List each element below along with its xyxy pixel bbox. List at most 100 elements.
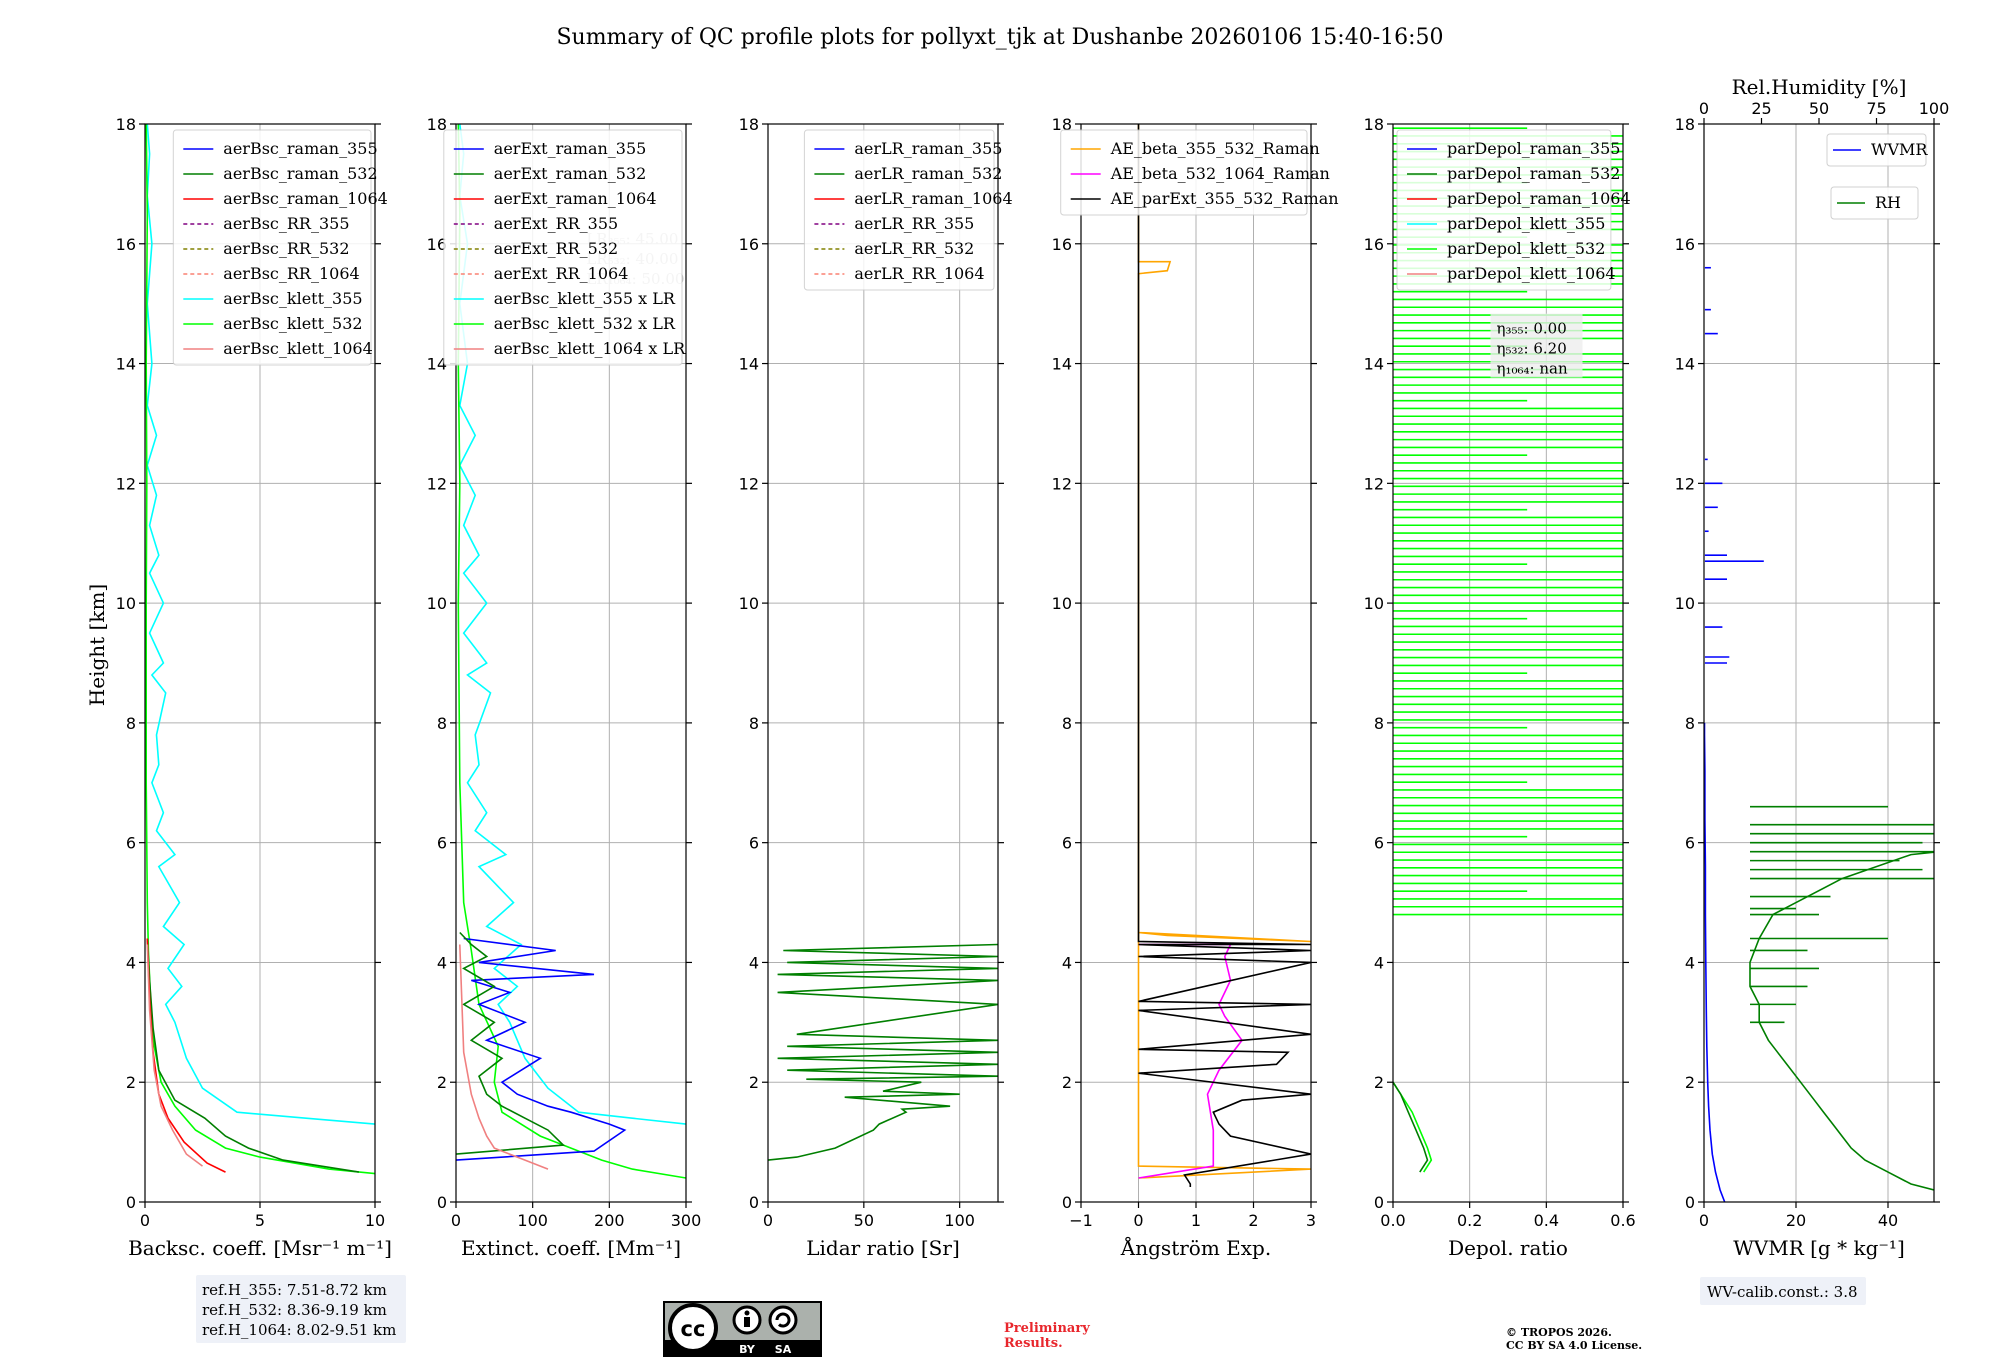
y-tick-label: 10 <box>116 594 136 613</box>
y-tick-label: 14 <box>739 355 759 374</box>
y-tick-label: 0 <box>437 1193 447 1212</box>
y-tick-label: 0 <box>1374 1193 1384 1212</box>
figure-title: Summary of QC profile plots for pollyxt_… <box>556 25 1443 50</box>
legend-label: parDepol_klett_532 <box>1447 239 1605 258</box>
legend-label: aerBsc_klett_1064 <box>223 339 372 358</box>
series-aerExt_raman_532 <box>456 931 566 1155</box>
axes-frame <box>1392 123 1624 1203</box>
legend-label: aerBsc_klett_532 x LR <box>494 314 676 333</box>
y-tick-label: 8 <box>1685 714 1695 733</box>
y-tick-label: 4 <box>1685 953 1695 972</box>
plot-area-ext <box>456 124 686 1179</box>
y-tick-label: 0 <box>1685 1193 1695 1212</box>
y-tick-label: 14 <box>1675 355 1695 374</box>
wv-calibration-text: WV-calib.const.: 3.8 <box>1707 1283 1858 1301</box>
plot-area-wv <box>1704 266 1934 1202</box>
legend-label: parDepol_klett_1064 <box>1447 264 1616 283</box>
legend-box <box>172 129 372 366</box>
series-AE_parExt_355_532_Raman <box>1137 124 1311 1187</box>
y-tick-label: 4 <box>126 953 136 972</box>
x-axis-label: Depol. ratio <box>1448 1236 1568 1260</box>
y-tick-label: 0 <box>749 1193 759 1212</box>
copyright-line2: CC BY SA 4.0 License. <box>1506 1339 1642 1352</box>
x-tick-label: 0.6 <box>1610 1211 1635 1230</box>
series-AE_beta_532_1064_Raman <box>1138 943 1243 1179</box>
series-aerBsc_klett_1064 <box>146 944 203 1167</box>
legend-label: aerLR_raman_1064 <box>854 189 1012 208</box>
legend-label: parDepol_klett_355 <box>1447 214 1605 233</box>
x-tick-label: 0 <box>763 1211 773 1230</box>
x-tick-label: 20 <box>1786 1211 1806 1230</box>
y-tick-label: 14 <box>427 355 447 374</box>
y-tick-label: 16 <box>1675 235 1695 254</box>
series-WVMR <box>1704 722 1726 1202</box>
x-tick-label: −1 <box>1069 1211 1093 1230</box>
cc-logo-icon <box>668 1303 718 1353</box>
preliminary-note-line2: Results. <box>1004 1336 1063 1351</box>
x-tick-label: 200 <box>594 1211 625 1230</box>
x-tick-label: 0.2 <box>1457 1211 1482 1230</box>
y-tick-label: 14 <box>1052 355 1072 374</box>
y-tick-label: 6 <box>1062 834 1072 853</box>
y-tick-label: 10 <box>427 594 447 613</box>
top-x-tick-label: 0 <box>1699 99 1709 118</box>
series-parDepol_klett_532 <box>1393 1081 1433 1173</box>
y-tick-label: 12 <box>1364 474 1384 493</box>
series-parDepol_raman_532 <box>1393 1081 1429 1173</box>
y-tick-label: 16 <box>1052 235 1072 254</box>
share-alike-icon <box>768 1305 798 1335</box>
legend-label: aerBsc_klett_532 <box>223 314 362 333</box>
series-aerBsc_klett_355 x LR <box>458 124 686 1125</box>
x-tick-label: 100 <box>944 1211 975 1230</box>
y-tick-label: 2 <box>749 1073 759 1092</box>
series-aerBsc_raman_1064 <box>146 938 226 1173</box>
y-tick-label: 10 <box>1675 594 1695 613</box>
series-aerLR_raman_532 <box>768 943 998 1161</box>
x-axis-label: Extinct. coeff. [Mm⁻¹] <box>461 1236 681 1260</box>
legend-label: parDepol_raman_1064 <box>1447 189 1631 208</box>
plot-area-ae <box>1137 124 1311 1187</box>
y-tick-label: 8 <box>126 714 136 733</box>
series-aerBsc_klett_1064 x LR <box>459 944 549 1170</box>
legend-label: aerExt_raman_355 <box>494 139 647 158</box>
series-RH <box>1749 851 1934 1191</box>
legend-label: aerLR_RR_1064 <box>854 264 984 283</box>
y-tick-label: 2 <box>1685 1073 1695 1092</box>
x-tick-label: 2 <box>1248 1211 1258 1230</box>
legend-label: RH <box>1875 193 1901 212</box>
top-axis-label: Rel.Humidity [%] <box>1732 75 1907 99</box>
x-tick-label: 0 <box>1699 1211 1709 1230</box>
y-tick-label: 4 <box>437 953 447 972</box>
y-tick-label: 18 <box>427 115 447 134</box>
y-tick-label: 2 <box>437 1073 447 1092</box>
legend-box <box>1826 133 1927 167</box>
legend-label: aerBsc_RR_532 <box>223 239 349 258</box>
y-tick-label: 2 <box>1062 1073 1072 1092</box>
legend-label: aerBsc_raman_355 <box>223 139 377 158</box>
legend-label: aerExt_RR_532 <box>494 239 618 258</box>
x-axis-label: Ångström Exp. <box>1120 1235 1271 1260</box>
copyright-line1: © TROPOS 2026. <box>1506 1326 1612 1339</box>
y-tick-label: 6 <box>1685 834 1695 853</box>
y-tick-label: 0 <box>1062 1193 1072 1212</box>
y-tick-label: 18 <box>739 115 759 134</box>
plot-area-bsc <box>145 124 375 1175</box>
top-x-tick-label: 100 <box>1919 99 1950 118</box>
y-tick-label: 18 <box>1675 115 1695 134</box>
x-tick-label: 0 <box>140 1211 150 1230</box>
x-tick-label: 0.0 <box>1380 1211 1405 1230</box>
y-tick-label: 10 <box>1364 594 1384 613</box>
ref-height-355: ref.H_355: 7.51-8.72 km <box>202 1281 387 1299</box>
legend-label: aerBsc_klett_355 <box>223 289 362 308</box>
y-tick-label: 18 <box>1052 115 1072 134</box>
y-tick-label: 6 <box>1374 834 1384 853</box>
x-tick-label: 10 <box>365 1211 385 1230</box>
series-aerBsc_raman_532 <box>146 938 360 1173</box>
series-aerBsc_klett_355 <box>146 124 375 1125</box>
y-tick-label: 14 <box>116 355 136 374</box>
legend-box <box>1060 129 1308 216</box>
axes-frame <box>767 123 999 1203</box>
legend-label: AE_beta_355_532_Raman <box>1110 139 1320 158</box>
textbox-line: η₅₃₂: 6.20 <box>1497 340 1567 358</box>
